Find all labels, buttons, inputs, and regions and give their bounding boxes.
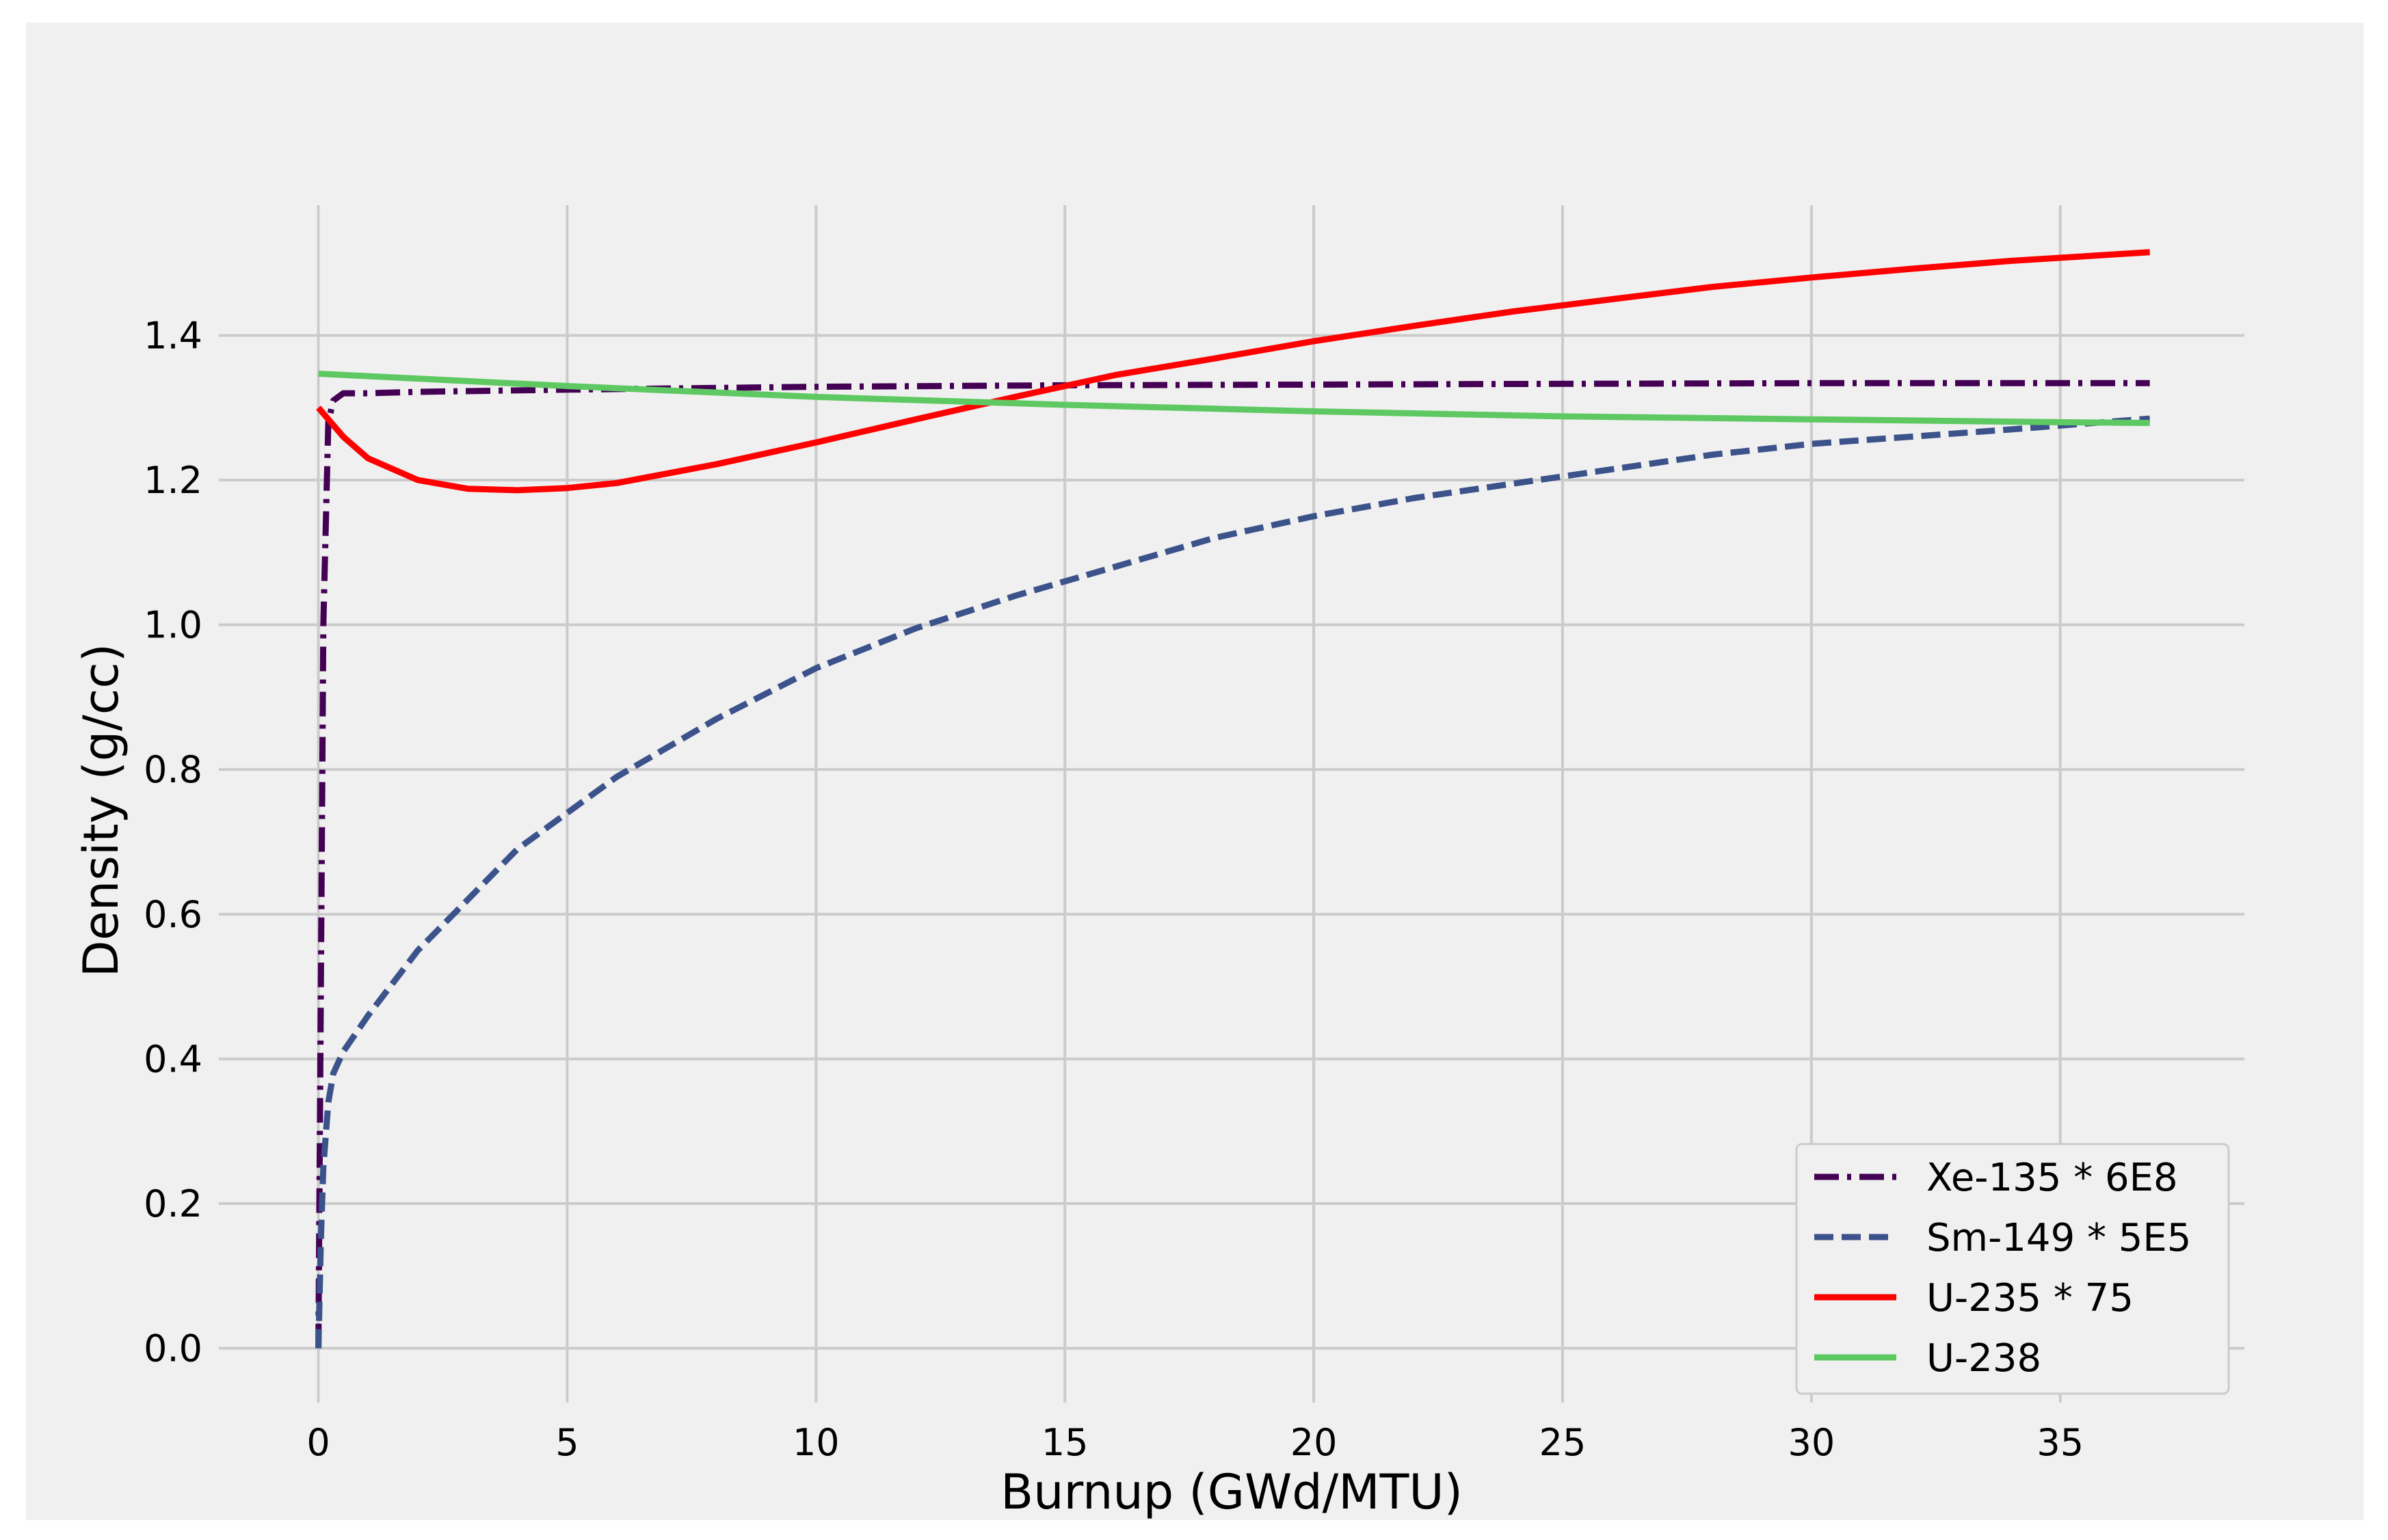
y-tick-label: 0.4 [144,1037,202,1080]
legend-label: U-235 * 75 [1926,1276,2134,1320]
y-tick-label: 1.4 [144,314,202,357]
x-tick-label: 20 [1290,1421,1338,1464]
y-tick-label: 0.8 [144,748,202,791]
legend-box [1795,1143,2230,1395]
y-tick-label: 1.0 [144,604,202,647]
series-line-u-238 [318,371,2150,426]
legend-label: U-238 [1926,1336,2041,1381]
x-tick-label: 5 [555,1421,579,1464]
y-tick-label: 1.2 [144,459,202,502]
x-tick-labels: 0 5 10 15 20 25 30 35 [306,1421,2084,1464]
legend: Xe-135 * 6E8 Sm-149 * 5E5 U-235 * 75 U-238 [1795,1143,2230,1395]
x-axis-label: Burnup (GWd/MTU) [1000,1464,1463,1520]
x-tick-label: 30 [1788,1421,1835,1464]
y-tick-label: 0.6 [144,893,202,936]
legend-label: Xe-135 * 6E8 [1926,1156,2178,1200]
y-tick-labels: 0.0 0.2 0.4 0.6 0.8 1.0 1.2 1.4 [144,314,202,1370]
y-tick-label: 0.0 [144,1327,202,1370]
y-tick-label: 0.2 [144,1182,202,1225]
series-line-xe-135 [315,380,2150,1349]
x-tick-label: 10 [793,1421,840,1464]
x-tick-label: 0 [306,1421,330,1464]
legend-label: Sm-149 * 5E5 [1926,1216,2191,1260]
series-line-sm-149 [315,415,2151,1349]
series-line-u-235 [316,249,2150,494]
x-tick-label: 15 [1042,1421,1089,1464]
y-axis-label: Density (g/cc) [73,643,129,977]
x-tick-label: 35 [2037,1421,2084,1464]
x-tick-label: 25 [1539,1421,1587,1464]
series-lines [315,249,2151,1349]
